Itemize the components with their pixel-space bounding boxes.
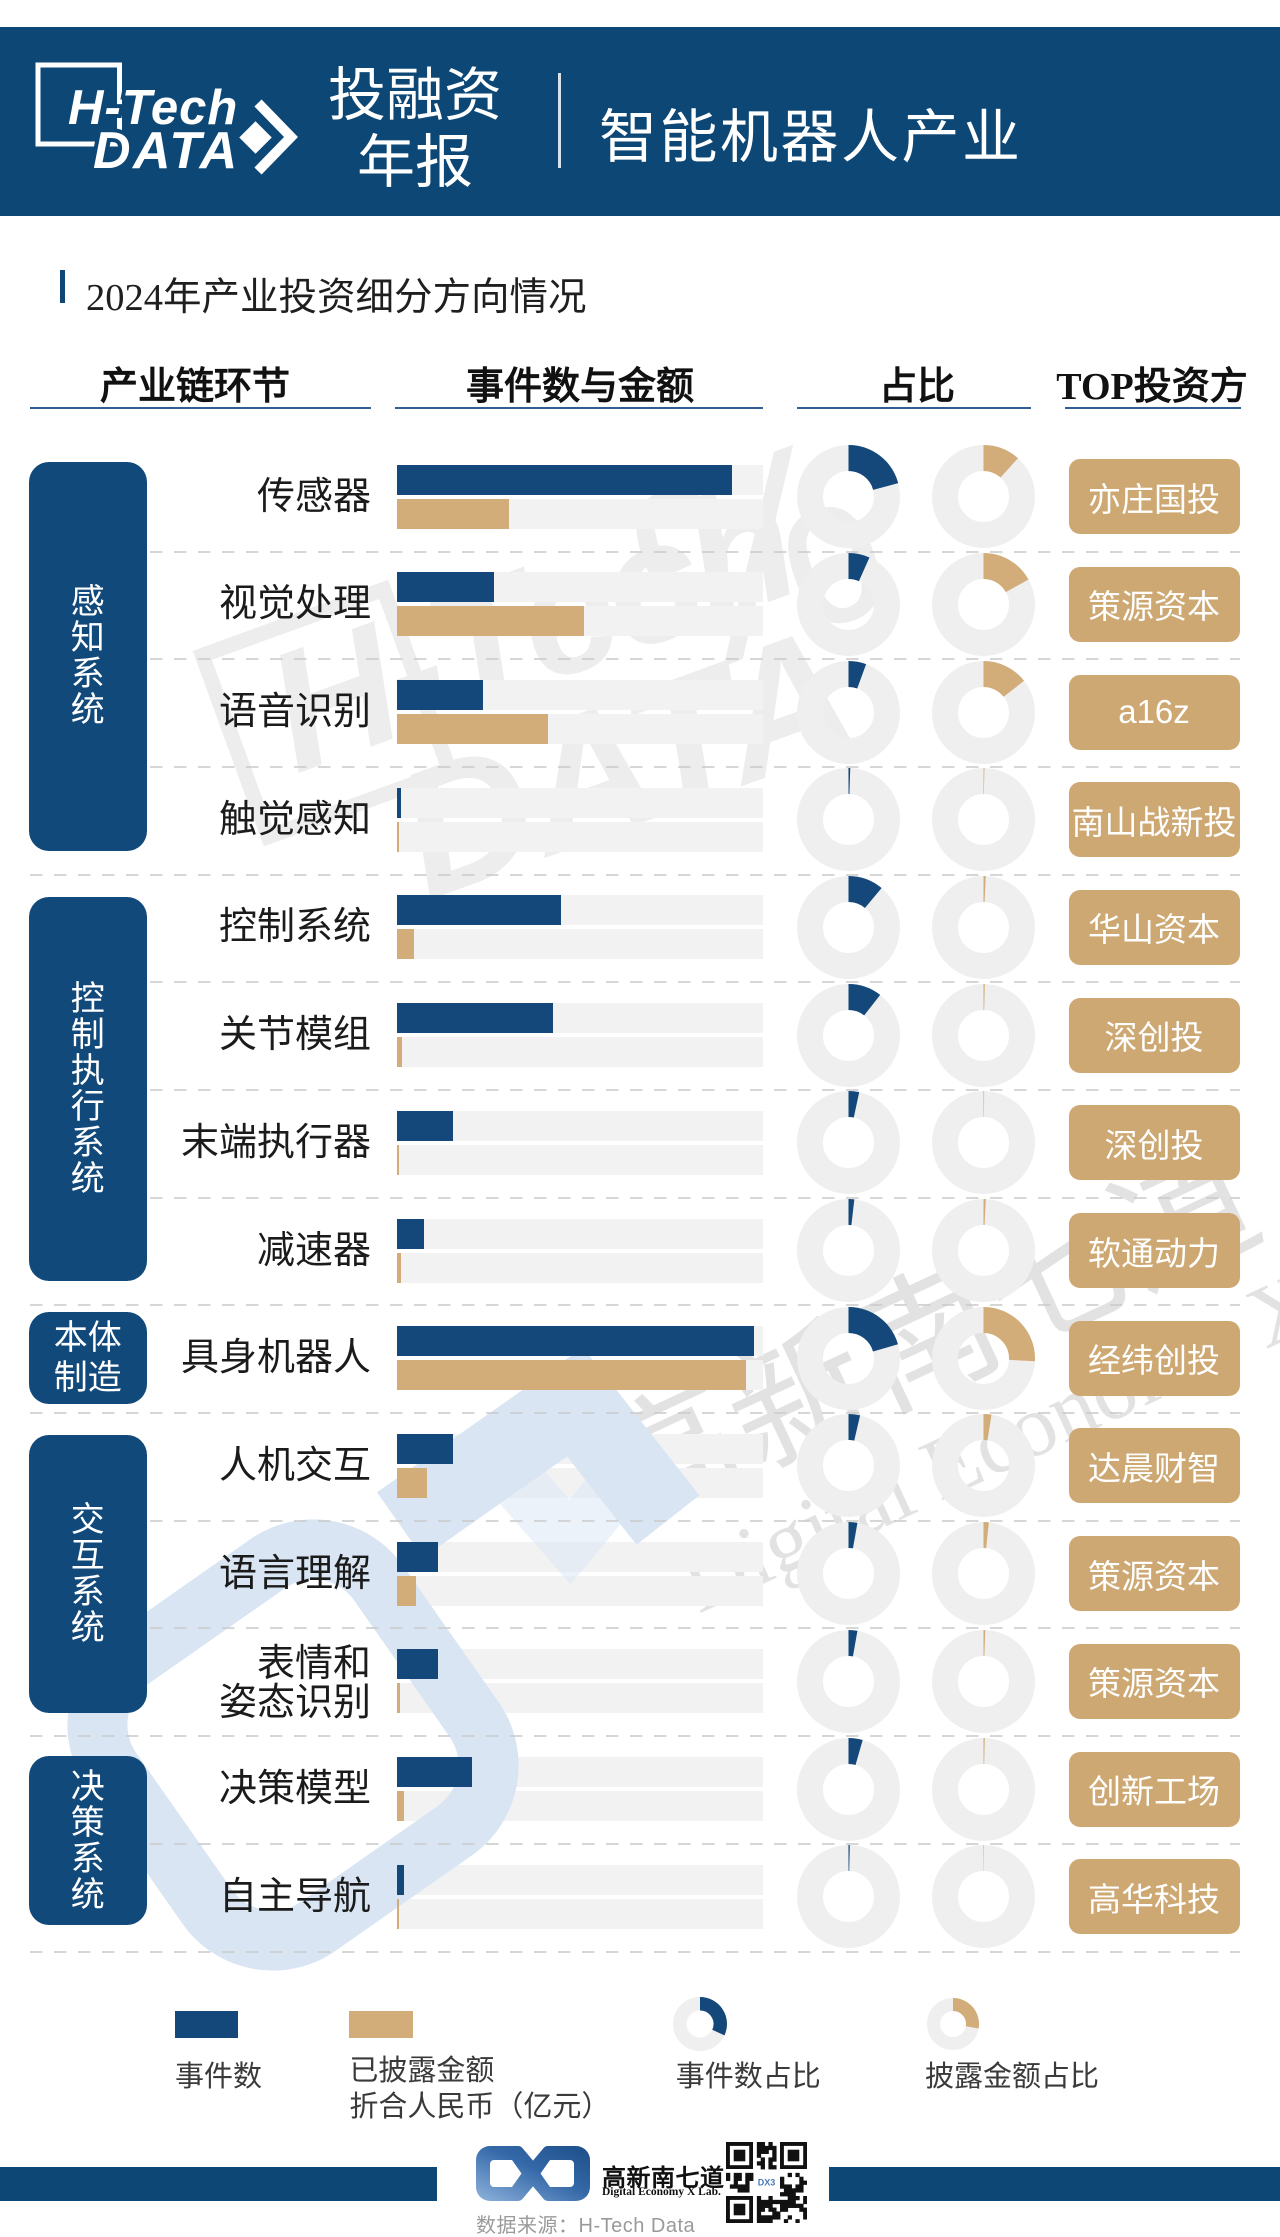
svg-text:DX3: DX3 bbox=[758, 2177, 776, 2187]
svg-text:DATA: DATA bbox=[93, 122, 240, 180]
svg-text:DATA: DATA bbox=[93, 122, 240, 180]
svg-text:H-Tech: H-Tech bbox=[68, 81, 238, 135]
svg-text:H-Tech: H-Tech bbox=[68, 81, 238, 135]
